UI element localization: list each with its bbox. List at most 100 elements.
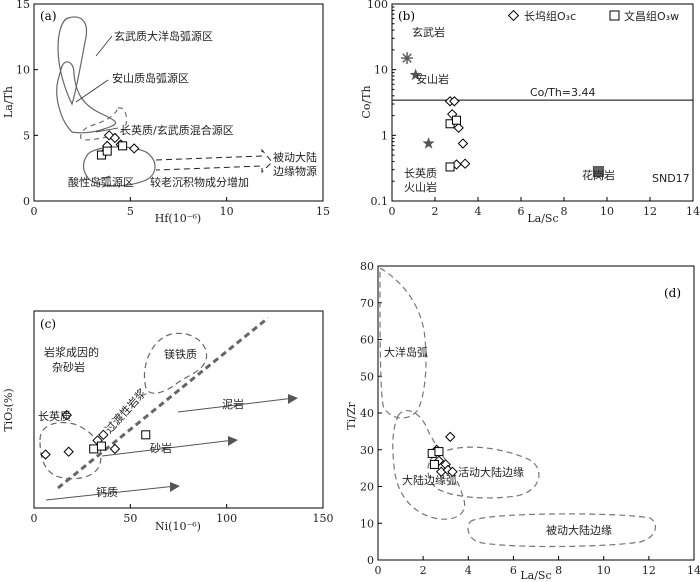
x-tick-label: 14: [687, 564, 700, 577]
passive-margin-arrow: [155, 148, 273, 174]
panel-b-points: [444, 96, 471, 172]
reference-label: 长英质: [404, 166, 437, 180]
panel-c-ticks: 0 50 100 150: [31, 504, 334, 525]
panel-a-ticks: 0 5 10 15 0 5 10 15: [16, 0, 330, 218]
y-tick-label: 5: [23, 129, 30, 142]
x-tick-label: 2: [420, 564, 427, 577]
panel-d: (d) 0 2 4 6 8 10 12 14 0 10 20 30 40 50 60 70 80 大洋岛弧 大陆…: [345, 260, 700, 582]
transitional-magma-line: [57, 316, 269, 490]
data-point-square: [141, 430, 151, 440]
annotation: 钙质: [96, 485, 118, 499]
y-tick-label: 0.1: [371, 195, 389, 208]
panel-d-points: [427, 431, 458, 478]
data-point-diamond: [447, 466, 458, 478]
annotation: 砂岩: [150, 441, 172, 455]
x-tick-label: 10: [220, 205, 234, 218]
panel-d-ticks: 0 2 4 6 8 10 12 14 0 10 20 30 40 50 60 70 80: [360, 260, 700, 577]
panel-a: (a) 0 5 10 15 0 5 10 15 玄武质大洋岛弧源区 安山质岛弧源区 长英质/玄…: [2, 0, 330, 225]
annotation: 活动大陆边缘: [458, 465, 524, 479]
x-tick-label: 10: [597, 564, 611, 577]
y-tick-label: 60: [360, 334, 374, 347]
x-tick-label: 14: [686, 205, 700, 218]
x-tick-label: 8: [561, 205, 568, 218]
x-tick-label: 12: [643, 205, 657, 218]
annotation: 镁铁质: [164, 347, 197, 361]
x-tick-label: 150: [313, 512, 334, 525]
annotation: 岩浆成因的: [44, 345, 99, 359]
annotation: 长英质: [38, 409, 71, 423]
annotation: 玄武质大洋岛弧源区: [114, 29, 213, 43]
x-axis-label: La/Sc: [520, 569, 551, 582]
data-point-diamond: [63, 446, 74, 457]
panel-b-frame: [391, 3, 694, 202]
panel-c-frame: [33, 310, 324, 509]
panel-b: (b) 0 2 4 6 8 10 12 14 0.1 1 10 100 Co/Th=3.44 长坞组O…: [360, 0, 700, 225]
arrowhead: [170, 482, 180, 492]
arrowhead: [288, 394, 298, 404]
mafic-field: [143, 332, 208, 394]
leader-line: [95, 35, 113, 57]
legend-entry: 长坞组O₃c: [524, 9, 576, 23]
reference-label: 花岗岩: [582, 168, 615, 182]
x-tick-label: 6: [510, 564, 517, 577]
data-point-diamond: [459, 158, 471, 169]
passive-margin-field: [467, 513, 657, 548]
data-point-diamond: [40, 449, 51, 460]
calcareous-arrow: [45, 485, 177, 501]
leader-line: [95, 127, 119, 133]
data-point-diamond: [109, 443, 121, 455]
reference-label: 玄武岩: [412, 25, 445, 39]
legend: 长坞组O₃c 文昌组O₃w: [507, 9, 679, 23]
data-point-square: [96, 441, 106, 451]
annotation: 酸性岛弧源区: [68, 175, 134, 189]
x-tick-label: 5: [127, 205, 134, 218]
y-tick-label: 10: [360, 517, 374, 530]
y-tick-label: 30: [360, 444, 374, 457]
reference-point-granite: [592, 166, 604, 178]
x-tick-label: 2: [432, 205, 439, 218]
data-point-square: [429, 459, 439, 469]
panel-a-frame: [33, 3, 324, 202]
y-axis-label: La/Th: [2, 86, 15, 118]
arrowhead: [228, 436, 238, 446]
legend-diamond-marker: [507, 9, 520, 22]
annotation: 安山质岛弧源区: [112, 71, 189, 85]
y-tick-label: 50: [360, 370, 374, 383]
y-axis-label: Ti/Zr: [345, 402, 358, 430]
leader-line: [97, 175, 111, 181]
panel-d-label: (d): [664, 286, 681, 300]
data-point-diamond: [457, 138, 469, 149]
continental-arc-field: [392, 409, 466, 520]
x-tick-label: 6: [518, 205, 525, 218]
felsic-arc-field: [82, 146, 156, 187]
data-point-diamond: [98, 429, 109, 441]
x-tick-label: 50: [123, 512, 137, 525]
x-axis-label: La/Sc: [527, 212, 558, 225]
annotation: 大陆边缘弧: [402, 473, 457, 487]
x-tick-label: 4: [475, 205, 482, 218]
panel-b-ticks: 0 2 4 6 8 10 12 14 0.1 1 10 100: [367, 0, 700, 218]
x-axis-label: Hf(10⁻⁶): [155, 212, 201, 225]
sandstone-arrow: [101, 439, 235, 457]
panel-d-frame: [377, 265, 695, 561]
panel-c-label: (c): [40, 317, 56, 331]
panel-b-label: (b): [398, 9, 415, 23]
data-point-diamond: [109, 132, 121, 144]
y-tick-label: 10: [374, 64, 388, 77]
legend-entry: 文昌组O₃w: [624, 9, 679, 23]
basaltic-oceanic-arc-field: [57, 16, 88, 106]
reference-label: 安山岩: [416, 72, 449, 86]
oceanic-arc-field: [379, 267, 427, 419]
y-tick-label: 10: [16, 64, 30, 77]
annotation: 长英质/玄武质混合源区: [120, 123, 234, 137]
y-tick-label: 100: [367, 0, 388, 11]
y-tick-label: 1: [381, 129, 388, 142]
y-tick-label: 0: [23, 195, 30, 208]
y-axis-label: Co/Th: [360, 85, 373, 118]
panel-c: (c) 0 50 100 150 岩浆成因的 杂砂岩 镁铁质 过渡性岩浆 泥岩 长英质…: [2, 310, 334, 533]
data-point-diamond: [445, 431, 456, 443]
y-tick-label: 40: [360, 407, 374, 420]
x-tick-label: 12: [642, 564, 656, 577]
reference-point-star: [409, 68, 422, 81]
